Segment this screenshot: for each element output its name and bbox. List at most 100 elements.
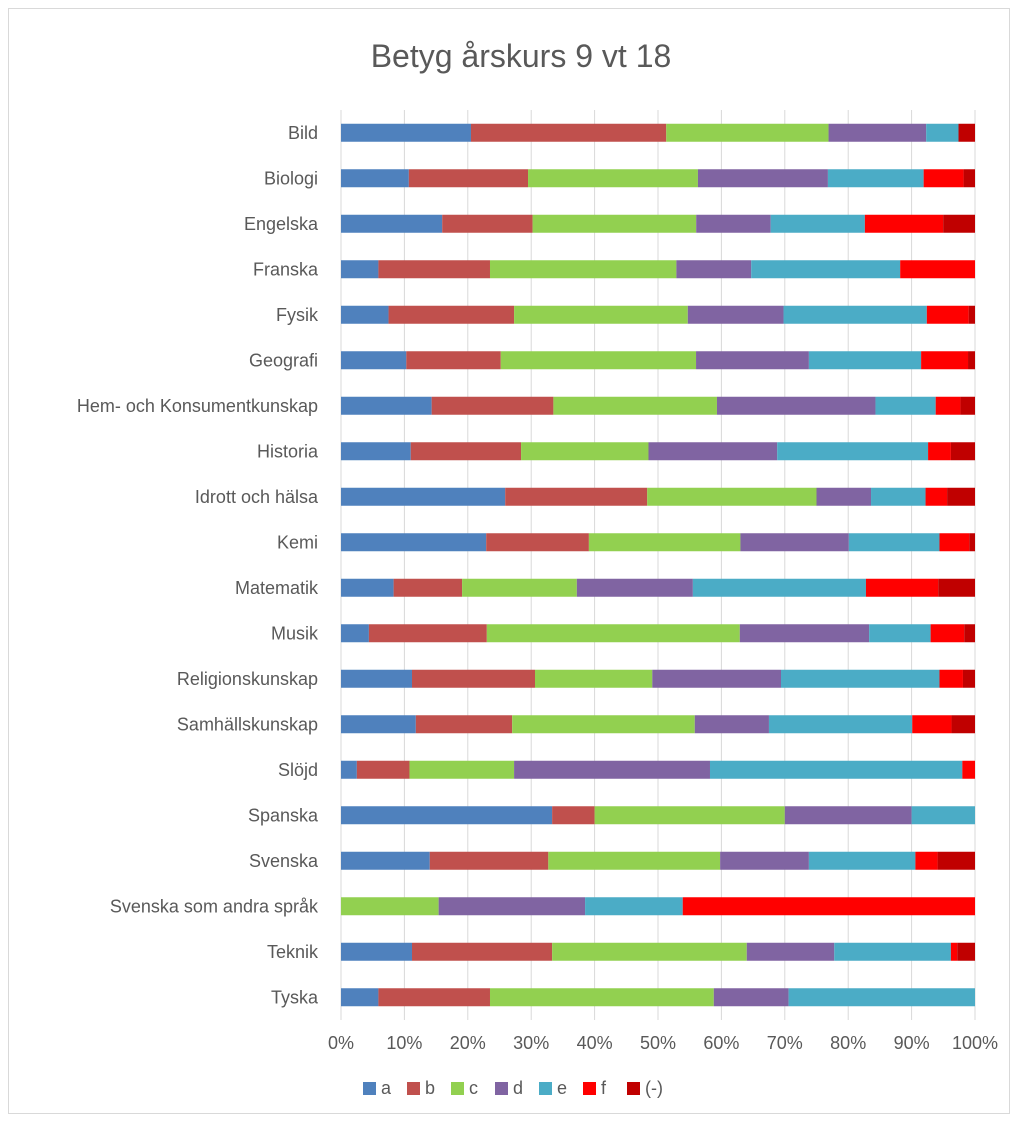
bar-segment-a	[341, 988, 379, 1007]
bar-segment-c	[486, 624, 740, 643]
bar-segment-c	[647, 487, 817, 506]
bar-segment-a	[341, 942, 413, 961]
bar-segment-e	[751, 260, 901, 279]
x-tick-label: 40%	[577, 1033, 613, 1053]
bar-segment-a	[341, 806, 553, 825]
bar-segment-e	[768, 715, 913, 734]
category-label: Tyska	[271, 987, 319, 1007]
category-label: Svenska som andra språk	[110, 896, 319, 916]
bar-segment-b	[415, 715, 513, 734]
legend-label: a	[381, 1078, 392, 1098]
bar-segment-e	[911, 806, 975, 825]
bar-segment-a	[341, 169, 409, 188]
category-label: Musik	[271, 623, 319, 643]
legend-swatch	[583, 1082, 596, 1095]
bar-segment-f	[682, 897, 975, 916]
legend-label: d	[513, 1078, 523, 1098]
bar-segment-c	[489, 988, 714, 1007]
bar-segment-e	[848, 533, 940, 552]
bar-segment-	[957, 942, 975, 961]
bar-segment-b	[470, 123, 667, 142]
bar-segment-d	[697, 169, 828, 188]
category-label: Historia	[257, 441, 319, 461]
category-label: Franska	[253, 259, 319, 279]
bar-segment-a	[341, 624, 369, 643]
bar-segment-d	[576, 578, 693, 597]
bar-segment-d	[739, 624, 870, 643]
category-label: Religionskunskap	[177, 669, 318, 689]
bar-segment-a	[341, 851, 430, 870]
bar-segment-e	[834, 942, 951, 961]
x-tick-label: 90%	[894, 1033, 930, 1053]
bar-segment-a	[341, 487, 506, 506]
bar-segment-b	[552, 806, 595, 825]
bar-segment-e	[692, 578, 866, 597]
category-label: Fysik	[276, 305, 319, 325]
bar-segment-e	[926, 123, 959, 142]
category-label: Spanska	[248, 805, 319, 825]
bar-segment-f	[962, 760, 975, 779]
category-label: Idrott och hälsa	[195, 487, 319, 507]
bar-segment-a	[341, 760, 357, 779]
bar-segment-	[951, 715, 975, 734]
bar-segment-	[968, 351, 975, 370]
bar-segment-b	[486, 533, 589, 552]
category-label: Engelska	[244, 214, 319, 234]
bar-segment-e	[777, 442, 929, 461]
x-tick-label: 50%	[640, 1033, 676, 1053]
bar-segment-e	[788, 988, 975, 1007]
bar-segment-e	[585, 897, 683, 916]
x-tick-label: 30%	[513, 1033, 549, 1053]
bar-segment-e	[770, 214, 865, 233]
legend-label: c	[469, 1078, 478, 1098]
bar-segment-	[960, 396, 975, 415]
bar-segment-f	[935, 396, 961, 415]
legend-label: (-)	[645, 1078, 663, 1098]
bar-segment-f	[925, 487, 948, 506]
legend-label: e	[557, 1078, 567, 1098]
x-tick-label: 80%	[830, 1033, 866, 1053]
bar-segment-b	[406, 351, 501, 370]
bar-segment-b	[378, 988, 490, 1007]
bar-segment-	[958, 123, 975, 142]
bar-segment-d	[687, 305, 784, 324]
bar-segment-a	[341, 305, 389, 324]
bar-segment-f	[915, 851, 938, 870]
bar-segment-c	[535, 669, 653, 688]
bar-segment-e	[827, 169, 924, 188]
bar-segment-d	[694, 715, 769, 734]
bar-segment-a	[341, 442, 411, 461]
bar-segment-d	[816, 487, 872, 506]
bar-segment-d	[652, 669, 781, 688]
bar-segment-a	[341, 214, 443, 233]
bar-segment-c	[532, 214, 697, 233]
category-label: Geografi	[249, 350, 318, 370]
bar-segment-b	[412, 942, 553, 961]
bar-segment-	[947, 487, 975, 506]
bar-segment-d	[648, 442, 778, 461]
bar-segment-a	[341, 351, 407, 370]
bar-segment-c	[462, 578, 577, 597]
category-label: Matematik	[235, 578, 319, 598]
bar-segment-b	[410, 442, 522, 461]
legend-label: b	[425, 1078, 435, 1098]
bar-segment-f	[923, 169, 964, 188]
x-tick-label: 20%	[450, 1033, 486, 1053]
bar-segment-d	[676, 260, 752, 279]
bar-segment-b	[388, 305, 515, 324]
bar-segment-	[937, 851, 975, 870]
bar-segment-d	[828, 123, 927, 142]
bar-segment-	[943, 214, 975, 233]
bar-segment-d	[740, 533, 849, 552]
x-tick-labels: 0% 10% 20% 30% 40% 50% 60% 70% 80% 90% 100%	[328, 1033, 998, 1053]
category-labels: Bild Biologi Engelska Franska Fysik Geografi H…	[77, 123, 319, 1008]
bar-segment-	[969, 533, 975, 552]
chart-title: Betyg årskurs 9 vt 18	[371, 38, 672, 74]
bar-segment-e	[783, 305, 927, 324]
bar-segment-b	[368, 624, 487, 643]
bar-segment-c	[409, 760, 515, 779]
x-tick-label: 0%	[328, 1033, 354, 1053]
bar-segment-b	[356, 760, 410, 779]
bar-segment-d	[514, 760, 710, 779]
